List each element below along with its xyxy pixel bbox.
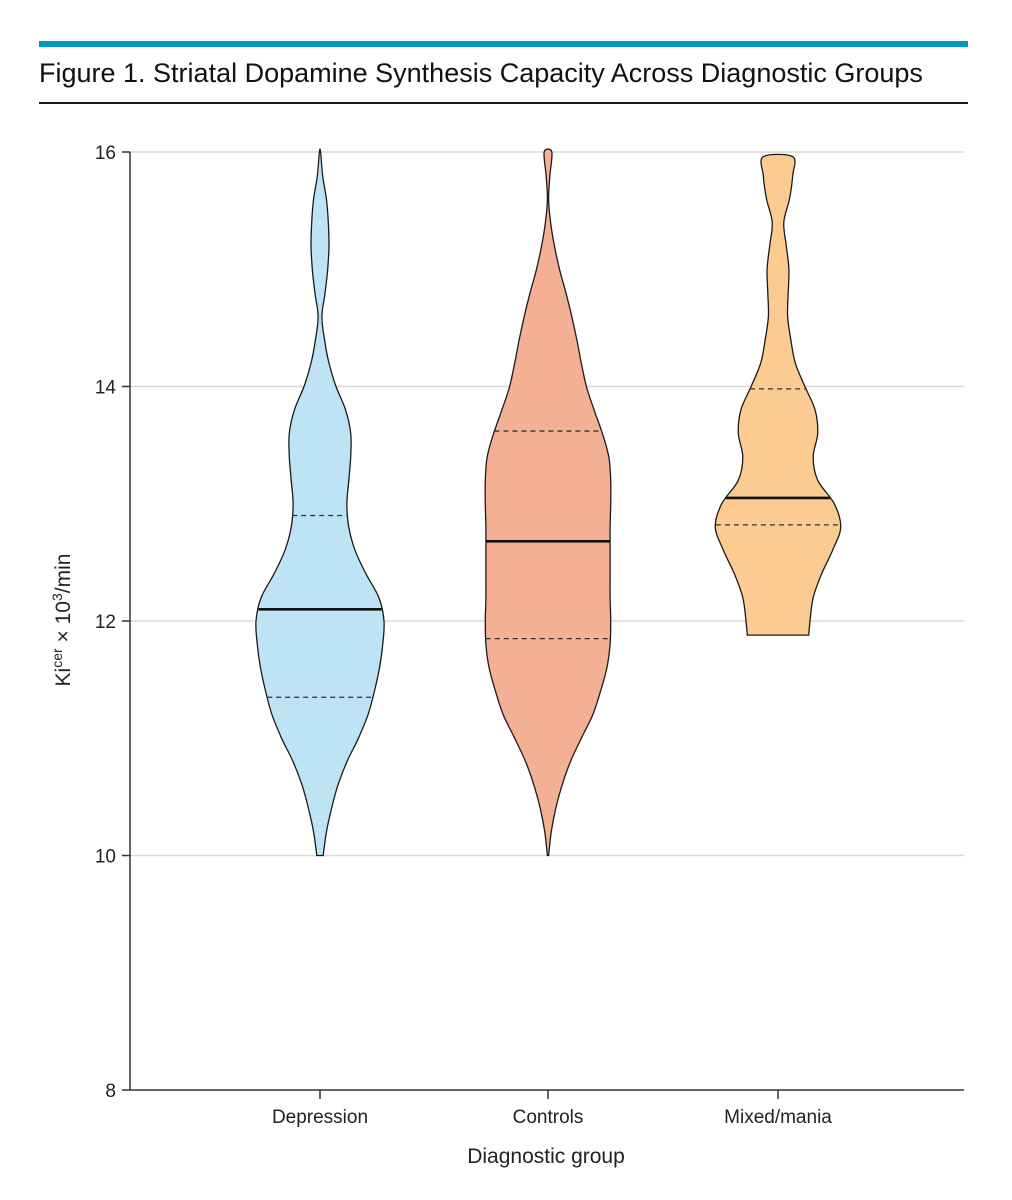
y-label-sup1: cer — [49, 648, 65, 668]
violin-0 — [255, 148, 385, 857]
figure-title: Figure 1. Striatal Dopamine Synthesis Ca… — [39, 58, 923, 88]
title-rule — [39, 102, 968, 104]
violin-1 — [484, 148, 612, 857]
y-tick-label: 10 — [95, 847, 116, 868]
violins — [255, 148, 842, 857]
x-axis-label: Diagnostic group — [467, 1145, 625, 1168]
axes: 8 10 12 14 16 Depression Controls Mixed/mania — [95, 143, 964, 1128]
x-tick-label: Controls — [513, 1107, 584, 1128]
y-label-sup2: 3 — [49, 593, 65, 601]
y-label-base: Ki — [52, 668, 75, 687]
y-axis-label: Kicer × 103/min — [49, 554, 75, 687]
violin-2 — [714, 153, 842, 636]
y-tick-label: 12 — [95, 612, 116, 633]
x-tick-label: Mixed/mania — [724, 1107, 832, 1128]
top-accent-rule — [39, 41, 968, 47]
y-tick-label: 16 — [95, 143, 116, 164]
y-label-tail: /min — [52, 554, 75, 594]
y-tick-label: 14 — [95, 378, 117, 399]
y-tick-label: 8 — [105, 1081, 116, 1102]
y-label-mid: × 10 — [52, 601, 75, 648]
x-tick-label: Depression — [272, 1107, 368, 1128]
